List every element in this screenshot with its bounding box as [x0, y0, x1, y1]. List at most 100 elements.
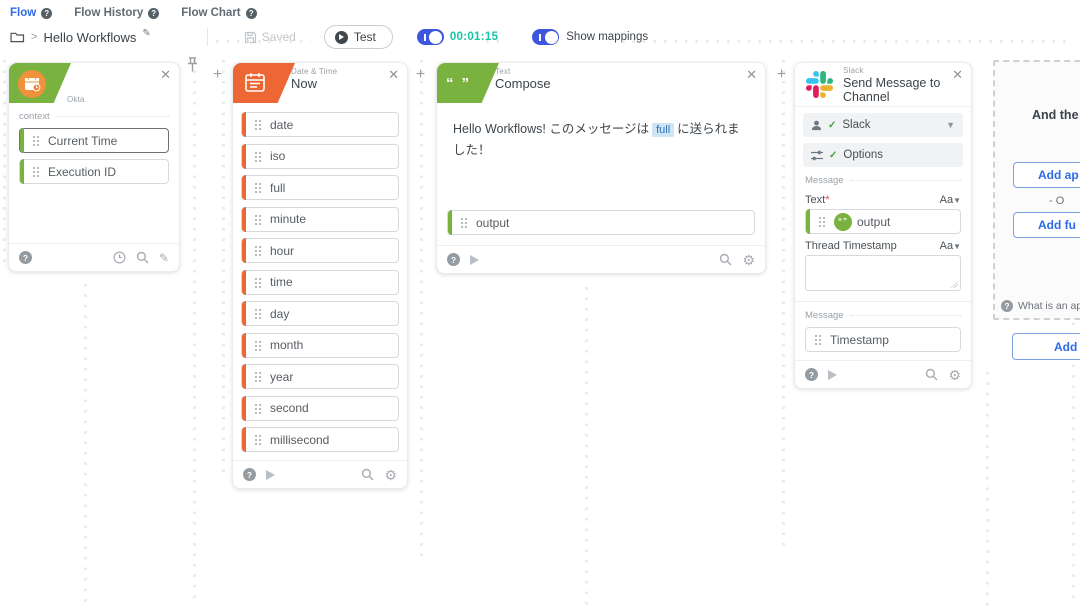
- drag-handle-icon[interactable]: [818, 216, 826, 227]
- drag-handle-icon[interactable]: [254, 213, 262, 225]
- add-card-button[interactable]: +: [776, 66, 787, 83]
- help-icon[interactable]: ?: [245, 7, 257, 19]
- nav-flow-chart[interactable]: Flow Chart ?: [181, 7, 257, 19]
- format-toggle[interactable]: Aa▼: [939, 194, 961, 206]
- help-icon[interactable]: ?: [148, 7, 160, 19]
- drag-handle-icon[interactable]: [254, 339, 262, 351]
- drag-handle-icon[interactable]: [254, 434, 262, 445]
- card-app-label: Slack: [843, 66, 864, 75]
- pill-label: iso: [270, 149, 286, 163]
- card-title: Now: [291, 75, 318, 91]
- output-pill[interactable]: day: [241, 301, 399, 326]
- drag-handle-icon[interactable]: [254, 150, 262, 162]
- card-now[interactable]: Date & Time Now ✕ date iso full: [232, 62, 408, 489]
- close-icon[interactable]: ✕: [952, 67, 963, 82]
- help-icon[interactable]: ?: [447, 253, 460, 266]
- output-pill[interactable]: millisecond: [241, 427, 399, 452]
- card-footer: ? ✎: [9, 243, 179, 271]
- output-pill[interactable]: hour: [241, 238, 399, 263]
- output-pill[interactable]: date: [241, 112, 399, 137]
- drag-handle-icon[interactable]: [32, 166, 40, 177]
- what-is-app-help[interactable]: ? What is an app: [1001, 300, 1080, 312]
- test-button[interactable]: Test: [323, 25, 393, 49]
- slack-icon: [806, 71, 833, 103]
- compose-text-editor[interactable]: Hello Workflows! このメッセージは full に送られました！: [437, 103, 765, 202]
- card-slack-send-message[interactable]: Slack Send Message to Channel ✕ ✓ Slack …: [794, 62, 972, 389]
- timer-toggle[interactable]: [416, 29, 444, 45]
- output-pill[interactable]: iso: [241, 143, 399, 169]
- add-card-button[interactable]: +: [415, 66, 426, 83]
- card-compose[interactable]: “ ” Text Compose ✕ Hello Workflows! このメッ…: [436, 62, 766, 274]
- search-icon[interactable]: [925, 368, 938, 381]
- format-toggle[interactable]: Aa▼: [939, 240, 961, 252]
- output-pill[interactable]: year: [241, 364, 399, 389]
- run-card-icon[interactable]: [266, 469, 275, 480]
- options-row[interactable]: ✓ Options: [803, 143, 963, 167]
- help-icon[interactable]: ?: [19, 251, 32, 264]
- drag-handle-icon[interactable]: [460, 217, 468, 228]
- output-pill[interactable]: month: [241, 332, 399, 358]
- output-pill[interactable]: time: [241, 269, 399, 295]
- gear-icon[interactable]: ⚙: [948, 366, 961, 383]
- add-button[interactable]: Add: [1012, 333, 1080, 360]
- output-pill-execution-id[interactable]: Execution ID: [19, 159, 169, 184]
- output-pill-output[interactable]: output: [447, 210, 755, 235]
- text-field-value[interactable]: “” output: [805, 209, 961, 234]
- play-icon: [334, 30, 348, 44]
- card-footer: ? ⚙: [233, 460, 407, 488]
- folder-icon[interactable]: [10, 31, 25, 43]
- search-icon[interactable]: [361, 468, 374, 481]
- toolbar: > Hello Workflows ✎ Saved Test 00:01:15 …: [0, 22, 1080, 52]
- show-mappings-toggle[interactable]: [532, 29, 560, 45]
- gear-icon[interactable]: ⚙: [742, 251, 755, 268]
- top-nav: Flow ? Flow History ? Flow Chart ?: [0, 0, 1080, 22]
- pin-icon[interactable]: [186, 57, 199, 73]
- drag-handle-icon[interactable]: [254, 182, 262, 193]
- nav-flow[interactable]: Flow ?: [10, 7, 53, 19]
- resize-handle[interactable]: [951, 281, 958, 288]
- search-icon[interactable]: [719, 253, 732, 266]
- help-icon[interactable]: ?: [41, 7, 53, 19]
- gear-icon[interactable]: ⚙: [384, 466, 397, 483]
- quote-icon: “ ”: [446, 75, 472, 92]
- drag-handle-icon[interactable]: [814, 334, 822, 345]
- flow-canvas[interactable]: + + + Okta Scheduled Flow ✕: [0, 52, 1080, 609]
- drag-handle-icon[interactable]: [254, 402, 262, 414]
- drag-handle-icon[interactable]: [254, 371, 262, 382]
- run-card-icon[interactable]: [470, 254, 479, 265]
- drag-handle-icon[interactable]: [32, 135, 40, 146]
- drag-handle-icon[interactable]: [254, 308, 262, 319]
- add-card-button[interactable]: +: [212, 66, 223, 83]
- clock-icon[interactable]: [113, 251, 126, 264]
- search-icon[interactable]: [136, 251, 149, 264]
- drag-handle-icon[interactable]: [254, 119, 262, 130]
- output-pill[interactable]: second: [241, 395, 399, 421]
- output-pill[interactable]: full: [241, 175, 399, 200]
- connection-label: Slack: [842, 119, 871, 131]
- flow-title[interactable]: Hello Workflows: [43, 29, 137, 45]
- help-icon[interactable]: ?: [805, 368, 818, 381]
- add-app-action-button[interactable]: Add ap: [1013, 162, 1080, 188]
- help-text: What is an app: [1018, 300, 1080, 312]
- help-icon[interactable]: ?: [243, 468, 256, 481]
- nav-flow-history[interactable]: Flow History ?: [74, 7, 160, 19]
- output-pill[interactable]: minute: [241, 206, 399, 232]
- pencil-icon[interactable]: ✎: [158, 250, 169, 265]
- run-card-icon[interactable]: [828, 369, 837, 380]
- drag-handle-icon[interactable]: [254, 276, 262, 288]
- add-function-button[interactable]: Add fu: [1013, 212, 1080, 238]
- connection-row[interactable]: ✓ Slack ▼: [803, 113, 963, 137]
- close-icon[interactable]: ✕: [160, 67, 171, 82]
- close-icon[interactable]: ✕: [746, 67, 757, 82]
- card-scheduled-flow[interactable]: Okta Scheduled Flow ✕ context Current Ti…: [8, 62, 180, 272]
- output-pill-current-time[interactable]: Current Time: [19, 128, 169, 153]
- section-label-text: Message: [805, 175, 844, 186]
- drag-handle-icon[interactable]: [254, 245, 262, 256]
- mapped-token-full[interactable]: full: [652, 123, 675, 137]
- canvas-dots: [986, 372, 989, 607]
- thread-timestamp-input[interactable]: [805, 255, 961, 291]
- output-pill-timestamp[interactable]: Timestamp: [805, 327, 961, 352]
- close-icon[interactable]: ✕: [388, 67, 399, 82]
- card-footer: ? ⚙: [437, 245, 765, 273]
- edit-title-icon[interactable]: ✎: [142, 27, 151, 39]
